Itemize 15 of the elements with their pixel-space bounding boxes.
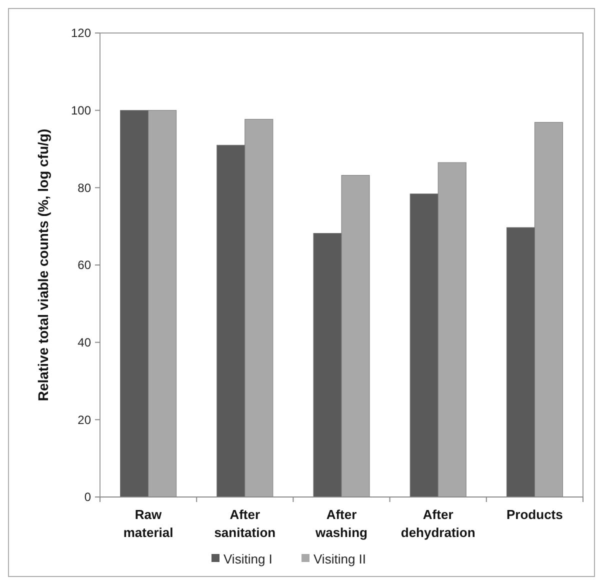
- legend-label: Visiting I: [224, 552, 272, 567]
- y-tick-label: 120: [70, 26, 92, 40]
- y-tick-label: 40: [78, 336, 92, 350]
- y-tick-label: 60: [78, 258, 92, 272]
- x-tick-label: Products: [506, 507, 563, 522]
- x-tick-label: After sanitation: [214, 507, 276, 540]
- y-axis-title: Relative total viable counts (%, log cfu/g): [35, 128, 51, 402]
- x-tick-label: After dehydration: [400, 507, 476, 540]
- x-tick-label: Raw material: [123, 507, 174, 540]
- x-tick-label: After washing: [314, 507, 368, 540]
- legend-label: Visiting II: [314, 552, 366, 567]
- y-tick-label: 80: [78, 180, 92, 195]
- y-tick-label: 100: [70, 104, 92, 118]
- y-tick-label: 20: [78, 412, 92, 427]
- y-tick-label: 0: [84, 490, 92, 504]
